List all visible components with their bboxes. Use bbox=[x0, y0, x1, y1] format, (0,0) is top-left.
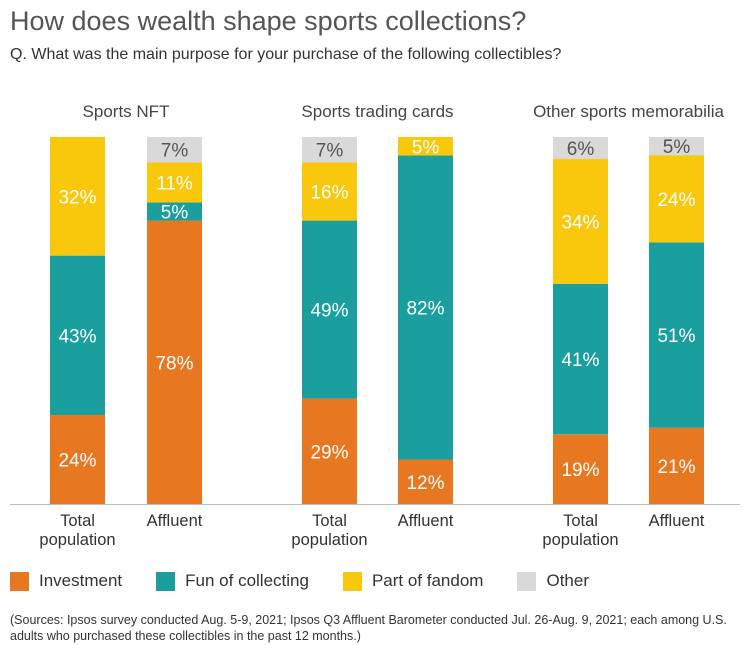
data-label: 32% bbox=[58, 187, 96, 208]
legend-label: Investment bbox=[39, 571, 123, 590]
legend-label: Part of fandom bbox=[371, 571, 484, 590]
data-label: 24% bbox=[58, 451, 96, 472]
data-label: 7% bbox=[316, 141, 344, 162]
bar-segment-fun-of-collecting bbox=[302, 220, 357, 399]
bar-segment-other bbox=[302, 137, 357, 163]
legend-item: Fun of collecting bbox=[156, 571, 309, 591]
bar-segment-other bbox=[553, 137, 608, 160]
bar-segment-fun-of-collecting bbox=[398, 155, 453, 460]
bar-segment-other bbox=[649, 137, 704, 156]
data-label: 11% bbox=[156, 173, 193, 194]
bar-segment-investment bbox=[147, 220, 202, 504]
legend-item: Investment bbox=[10, 571, 122, 591]
bar-segment-fun-of-collecting bbox=[147, 202, 202, 221]
stacked-bar-chart: Sports NFT24%43%32%Totalpopulation78%5%1… bbox=[10, 102, 740, 549]
data-label: 19% bbox=[561, 460, 599, 481]
bar-segment-fun-of-collecting bbox=[50, 255, 105, 416]
category-label: population bbox=[39, 531, 115, 549]
legend: Investment Fun of collecting Part of fando… bbox=[10, 571, 623, 591]
data-label: 12% bbox=[406, 473, 444, 494]
bar-segment-investment bbox=[398, 459, 453, 504]
data-label: 51% bbox=[657, 326, 695, 347]
bar-segment-investment bbox=[649, 427, 704, 504]
bar-segment-other bbox=[147, 137, 202, 163]
data-label: 43% bbox=[58, 326, 96, 347]
legend-label: Fun of collecting bbox=[185, 571, 309, 590]
category-label: population bbox=[291, 531, 367, 549]
legend-item: Other bbox=[517, 571, 589, 591]
group-title: Sports NFT bbox=[83, 102, 170, 121]
bar-segment-investment bbox=[553, 434, 608, 504]
bar-segment-part-of-fandom bbox=[147, 162, 202, 203]
group-title: Sports trading cards bbox=[301, 102, 453, 121]
category-label: Affluent bbox=[147, 512, 203, 530]
bar-segment-fun-of-collecting bbox=[649, 242, 704, 428]
category-label: Total bbox=[312, 512, 347, 530]
bar-segment-part-of-fandom bbox=[50, 137, 105, 256]
data-label: 29% bbox=[310, 442, 348, 463]
category-label: Total bbox=[60, 512, 95, 530]
bar-segment-part-of-fandom bbox=[302, 162, 357, 221]
data-label: 82% bbox=[406, 299, 444, 320]
category-label: Affluent bbox=[649, 512, 705, 530]
data-label: 5% bbox=[161, 202, 189, 223]
group-title: Other sports memorabilia bbox=[533, 102, 724, 121]
data-label: 78% bbox=[155, 353, 193, 374]
data-label: 24% bbox=[657, 190, 695, 211]
data-label: 49% bbox=[310, 301, 348, 322]
legend-swatch bbox=[156, 571, 176, 591]
data-label: 5% bbox=[412, 137, 440, 158]
legend-item: Part of fandom bbox=[342, 571, 484, 591]
legend-swatch bbox=[10, 571, 29, 591]
category-label: Total bbox=[563, 512, 598, 530]
chart-subtitle: Q. What was the main purpose for your pu… bbox=[10, 46, 562, 63]
data-label: 34% bbox=[561, 212, 599, 233]
category-label: Affluent bbox=[398, 512, 454, 530]
bar-segment-investment bbox=[302, 398, 357, 504]
data-label: 16% bbox=[310, 183, 348, 204]
category-label: population bbox=[542, 531, 618, 549]
legend-swatch bbox=[342, 571, 362, 591]
data-label: 41% bbox=[561, 350, 599, 371]
bar-segment-part-of-fandom bbox=[553, 159, 608, 284]
bar-segment-investment bbox=[50, 415, 105, 504]
data-label: 6% bbox=[567, 139, 595, 160]
data-label: 5% bbox=[663, 137, 691, 158]
source-note: (Sources: Ipsos survey conducted Aug. 5-… bbox=[10, 613, 727, 643]
bar-segment-part-of-fandom bbox=[649, 155, 704, 243]
legend-label: Other bbox=[546, 571, 589, 590]
legend-swatch bbox=[517, 571, 537, 591]
bar-segment-part-of-fandom bbox=[398, 137, 453, 156]
data-label: 7% bbox=[161, 141, 189, 162]
bar-segment-fun-of-collecting bbox=[553, 283, 608, 435]
data-label: 21% bbox=[657, 457, 695, 478]
chart-title: How does wealth shape sports collections… bbox=[10, 6, 527, 36]
